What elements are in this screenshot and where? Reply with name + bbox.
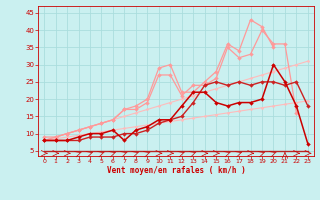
X-axis label: Vent moyen/en rafales ( km/h ): Vent moyen/en rafales ( km/h ): [107, 166, 245, 175]
